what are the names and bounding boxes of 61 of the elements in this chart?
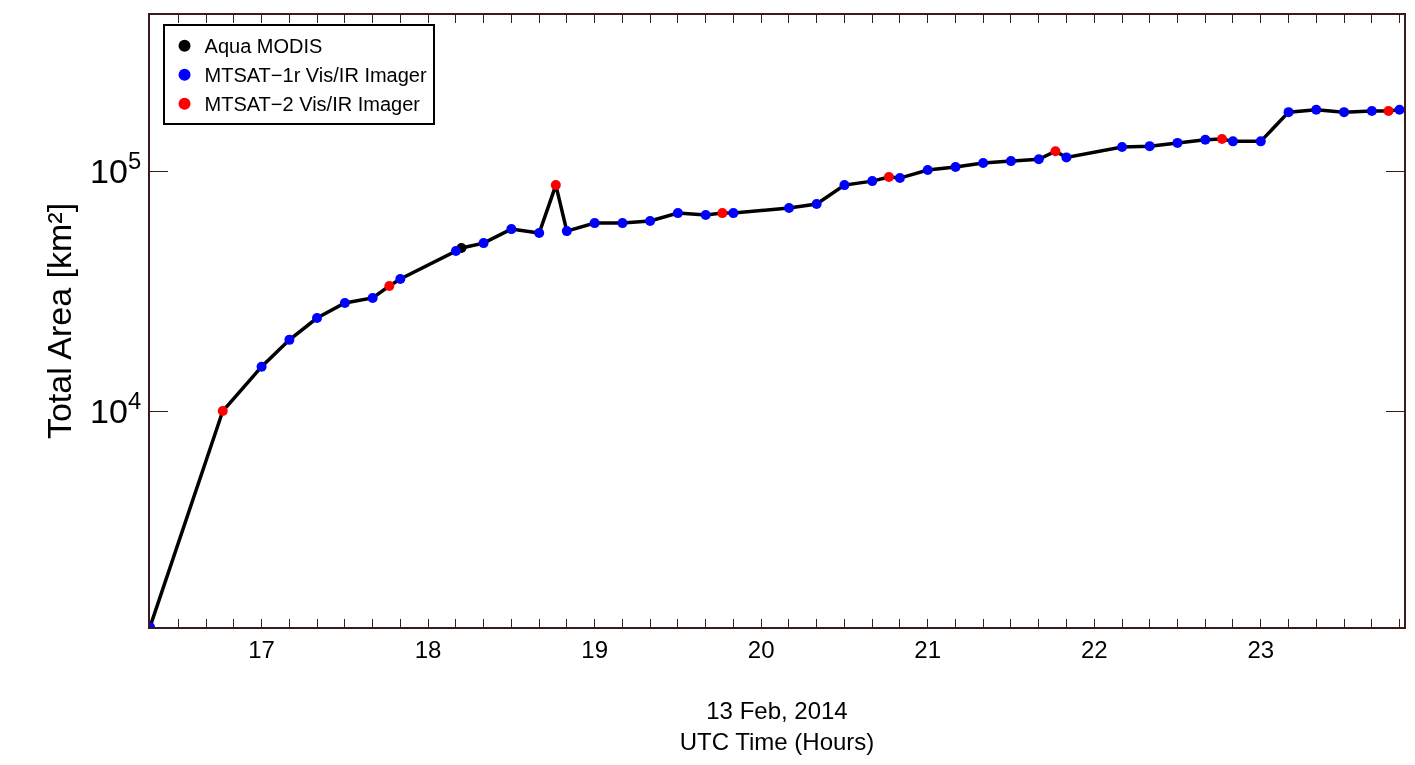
point (1394, 104, 1404, 115)
y-axis-title: Total Area [km²] (40, 202, 78, 440)
point (1255, 136, 1266, 147)
point (384, 280, 395, 291)
point (978, 158, 989, 169)
point (478, 238, 489, 249)
x-tick-label: 17 (248, 635, 275, 663)
point (217, 406, 228, 417)
point (1144, 141, 1155, 152)
point (617, 218, 628, 229)
point (700, 209, 711, 220)
point (1311, 104, 1322, 115)
point (950, 161, 961, 172)
point (717, 208, 728, 219)
legend-label: MTSAT−1r Vis/IR Imager (204, 64, 427, 87)
point (534, 227, 545, 238)
x-tick-label: 22 (1080, 635, 1108, 663)
point (1383, 105, 1394, 116)
x-tick-label: 19 (581, 635, 608, 663)
point (561, 226, 572, 237)
point (645, 216, 656, 227)
point (1005, 156, 1016, 167)
point (506, 224, 517, 235)
point (672, 208, 683, 219)
point (256, 361, 267, 372)
point (811, 199, 822, 209)
point (312, 313, 323, 324)
point (589, 218, 600, 229)
legend-label: Aqua MODIS (204, 35, 323, 58)
point (883, 172, 894, 183)
legend-label: MTSAT−2 Vis/IR Imager (204, 93, 421, 116)
point (284, 334, 295, 345)
x-tick-label: 20 (747, 635, 775, 663)
point (1216, 134, 1227, 145)
point (1339, 107, 1350, 118)
point (367, 292, 378, 303)
point (783, 203, 794, 214)
point (894, 173, 905, 184)
point (1050, 146, 1061, 157)
point (1061, 152, 1072, 163)
point (1117, 141, 1128, 152)
point (922, 165, 933, 176)
point (1227, 136, 1238, 147)
y-tick-label: 10$^{5}$ (90, 146, 142, 190)
x-tick-label: 18 (414, 635, 442, 663)
point (867, 176, 878, 187)
point (1283, 107, 1294, 118)
x-tick-label: 23 (1247, 635, 1275, 663)
point (728, 208, 739, 219)
point (1366, 105, 1377, 116)
x-tick-label: 21 (914, 635, 942, 663)
point (395, 273, 406, 284)
point (450, 246, 461, 257)
x-axis-title: 13 Feb, 2014 UTC Time (Hours) (679, 696, 875, 755)
point (1172, 137, 1183, 148)
point (1200, 134, 1211, 145)
point (550, 180, 561, 191)
y-tick-label: 10$^{4}$ (90, 386, 142, 430)
point (1033, 154, 1044, 165)
point (339, 297, 350, 308)
point (839, 180, 850, 191)
